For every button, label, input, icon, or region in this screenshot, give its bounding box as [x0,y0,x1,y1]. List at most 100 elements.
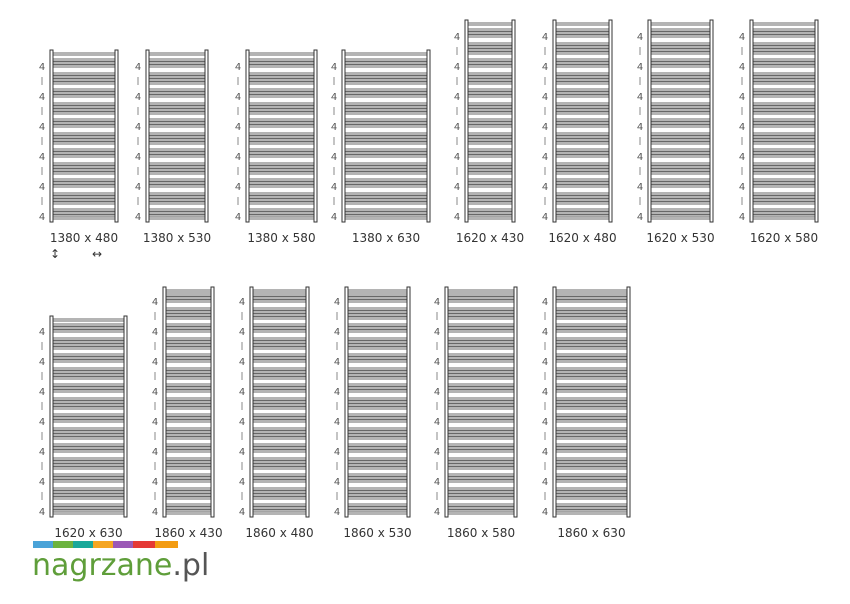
rail [466,135,514,139]
rail [343,105,429,109]
rail [147,88,207,92]
rail [346,403,409,407]
rail [649,105,712,109]
rail [446,503,516,507]
rail [51,118,117,122]
rail [446,446,516,450]
section-label: 4 [152,447,158,458]
rail [51,403,126,407]
rail [466,102,514,106]
rail [247,111,316,115]
rail [251,487,308,491]
rail [343,61,429,65]
rail [51,58,117,62]
rail [51,192,117,196]
size-label: 1620 x 530 [646,231,714,245]
post [313,49,318,223]
rail [164,296,213,300]
rail [247,201,316,205]
rail [554,506,629,510]
size-label: 1380 x 580 [247,231,315,245]
rail [466,45,514,49]
rail [554,386,629,390]
rail [346,430,409,434]
size-label: 1620 x 480 [548,231,616,245]
size-label: 1380 x 630 [352,231,420,245]
rail [346,493,409,497]
section-label: 4 [434,417,440,428]
rail [147,138,207,142]
post [511,19,516,223]
bottom-rail [751,216,817,220]
rail [247,165,316,169]
rail [251,370,308,374]
rail [554,323,629,327]
rail [466,51,514,55]
rail [51,346,126,350]
rail [751,81,817,85]
rail [751,78,817,82]
rail [147,64,207,68]
rail [346,367,409,371]
rail [164,466,213,470]
rail [554,201,611,205]
rail [466,138,514,142]
rail [649,58,712,62]
rail [466,118,514,122]
rail [346,389,409,393]
rail [251,367,308,371]
rail [247,135,316,139]
section-label: 4 [135,62,141,73]
section-label: 4 [739,32,745,43]
rail [466,88,514,92]
rail [466,91,514,95]
section-label: 4 [542,32,548,43]
rail [247,171,316,175]
rail [164,329,213,333]
rail [251,479,308,483]
rail [346,346,409,350]
rail [751,181,817,185]
rail [251,446,308,450]
rail [649,181,712,185]
rail [51,121,117,125]
rail [147,58,207,62]
rail [554,337,629,341]
rail [554,28,611,32]
rail [343,211,429,215]
rail [247,192,316,196]
section-label: 4 [334,477,340,488]
rail [751,138,817,142]
rail [446,413,516,417]
rail [251,443,308,447]
top-rail [554,22,611,26]
rail [446,400,516,404]
rail [649,168,712,172]
rail [247,72,316,76]
rail [51,457,126,461]
rail [554,413,629,417]
rail [554,383,629,387]
rail [649,48,712,52]
rail [554,48,611,52]
rail [164,376,213,380]
rail [251,397,308,401]
section-label: 4 [434,297,440,308]
rail [164,323,213,327]
top-rail [251,289,308,293]
bottom-rail [247,216,316,220]
rail [649,178,712,182]
rail [343,88,429,92]
rail [51,138,117,142]
rail [346,506,409,510]
section-label: 4 [152,327,158,338]
rail [346,383,409,387]
rail [164,449,213,453]
rail [147,162,207,166]
top-rail [51,52,117,56]
rail [343,64,429,68]
size-label: 1860 x 480 [245,526,313,540]
rail [247,58,316,62]
rail [251,359,308,363]
